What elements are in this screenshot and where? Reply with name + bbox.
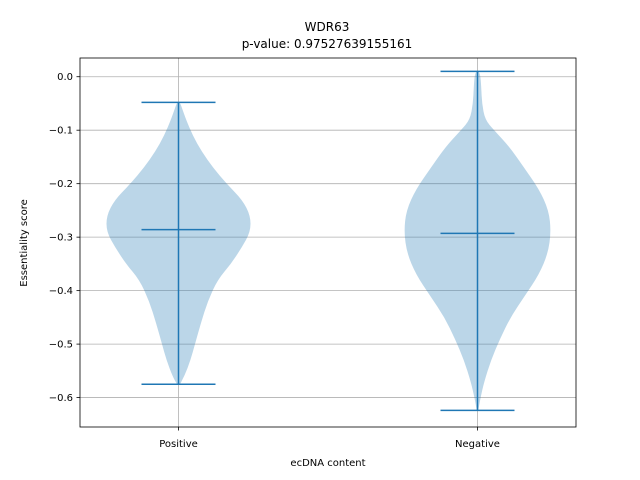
violins xyxy=(106,70,551,412)
y-tick-label: 0.0 xyxy=(57,72,73,83)
y-tick-label: −0.2 xyxy=(49,179,73,190)
x-tick-label: Positive xyxy=(159,439,198,450)
y-tick-label: −0.4 xyxy=(49,286,73,297)
x-tick-label: Negative xyxy=(455,439,500,450)
chart-subtitle: p-value: 0.97527639155161 xyxy=(242,37,413,51)
y-axis-label: Essentiality score xyxy=(19,199,30,287)
y-tick-label: −0.3 xyxy=(49,233,73,244)
y-tick-label: −0.5 xyxy=(49,340,73,351)
y-tick-label: −0.6 xyxy=(49,393,73,404)
chart-title: WDR63 xyxy=(305,20,350,34)
y-tick-label: −0.1 xyxy=(49,126,73,137)
plot-frame xyxy=(79,57,577,428)
x-axis-label: ecDNA content xyxy=(290,458,365,469)
axis-ticks: 0.0 −0.1 −0.2 −0.3 −0.4 −0.5 −0.6 Positive Negat… xyxy=(49,72,500,450)
